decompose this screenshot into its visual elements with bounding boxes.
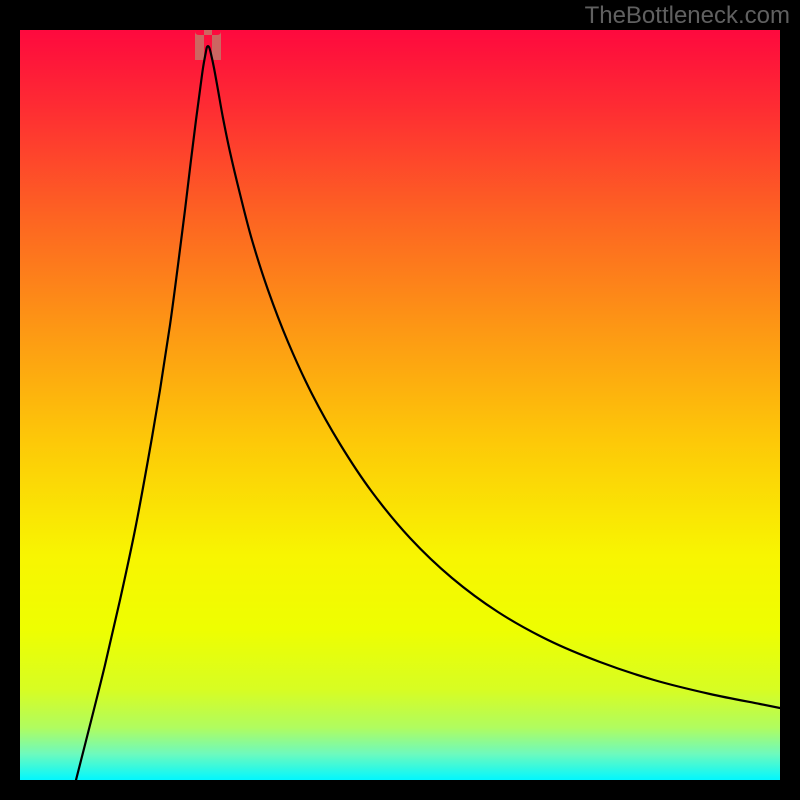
bottleneck-plot: [20, 30, 780, 780]
chart-root: TheBottleneck.com: [0, 0, 800, 800]
plot-background: [20, 30, 780, 780]
frame-right: [780, 0, 800, 800]
watermark-text: TheBottleneck.com: [585, 2, 790, 30]
frame-left: [0, 0, 20, 800]
frame-bottom: [0, 780, 800, 800]
